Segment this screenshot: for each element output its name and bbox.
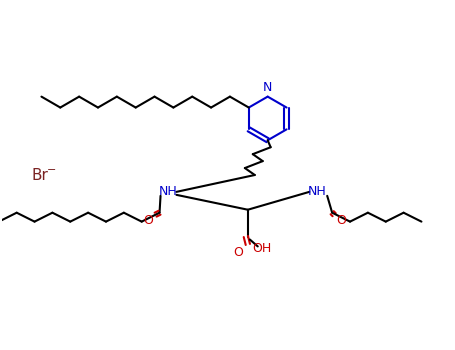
Text: −: −	[47, 165, 56, 175]
Text: NH: NH	[308, 186, 327, 198]
Text: Br: Br	[31, 168, 48, 182]
Text: O: O	[336, 214, 346, 227]
Text: OH: OH	[252, 242, 271, 255]
Text: N: N	[263, 81, 273, 94]
Text: O: O	[233, 246, 243, 259]
Text: O: O	[144, 214, 154, 227]
Text: NH: NH	[159, 186, 178, 198]
